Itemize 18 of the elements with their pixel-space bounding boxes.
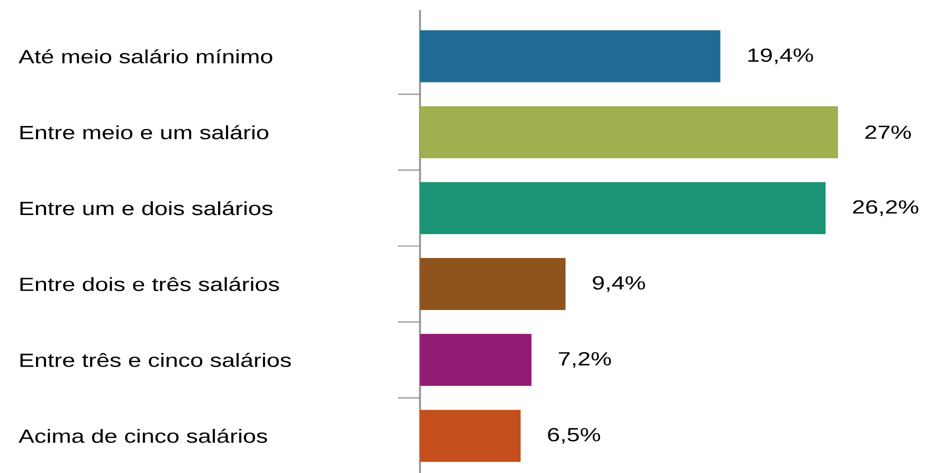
data-label: 7,2% xyxy=(558,352,611,368)
y-tick-label: Entre dois e três salários xyxy=(20,276,279,292)
data-label: 26,2% xyxy=(853,200,918,216)
y-tick-label: Até meio salário mínimo xyxy=(18,49,272,64)
bar xyxy=(420,106,838,158)
data-label: 6,5% xyxy=(548,428,600,444)
bar xyxy=(420,30,720,82)
bar xyxy=(420,410,521,462)
data-label: 19,4% xyxy=(748,48,814,64)
y-tick-label: Entre um e dois salários xyxy=(20,201,272,216)
bar xyxy=(420,258,566,310)
y-tick-label: Entre três e cinco salários xyxy=(20,352,291,368)
data-label: 9,4% xyxy=(592,276,645,292)
bar xyxy=(420,334,532,386)
y-tick-label: Entre meio e um salário xyxy=(20,125,268,140)
y-tick-label: Acima de cinco salários xyxy=(18,428,268,443)
data-label: 27% xyxy=(865,126,911,139)
bar xyxy=(420,182,826,234)
